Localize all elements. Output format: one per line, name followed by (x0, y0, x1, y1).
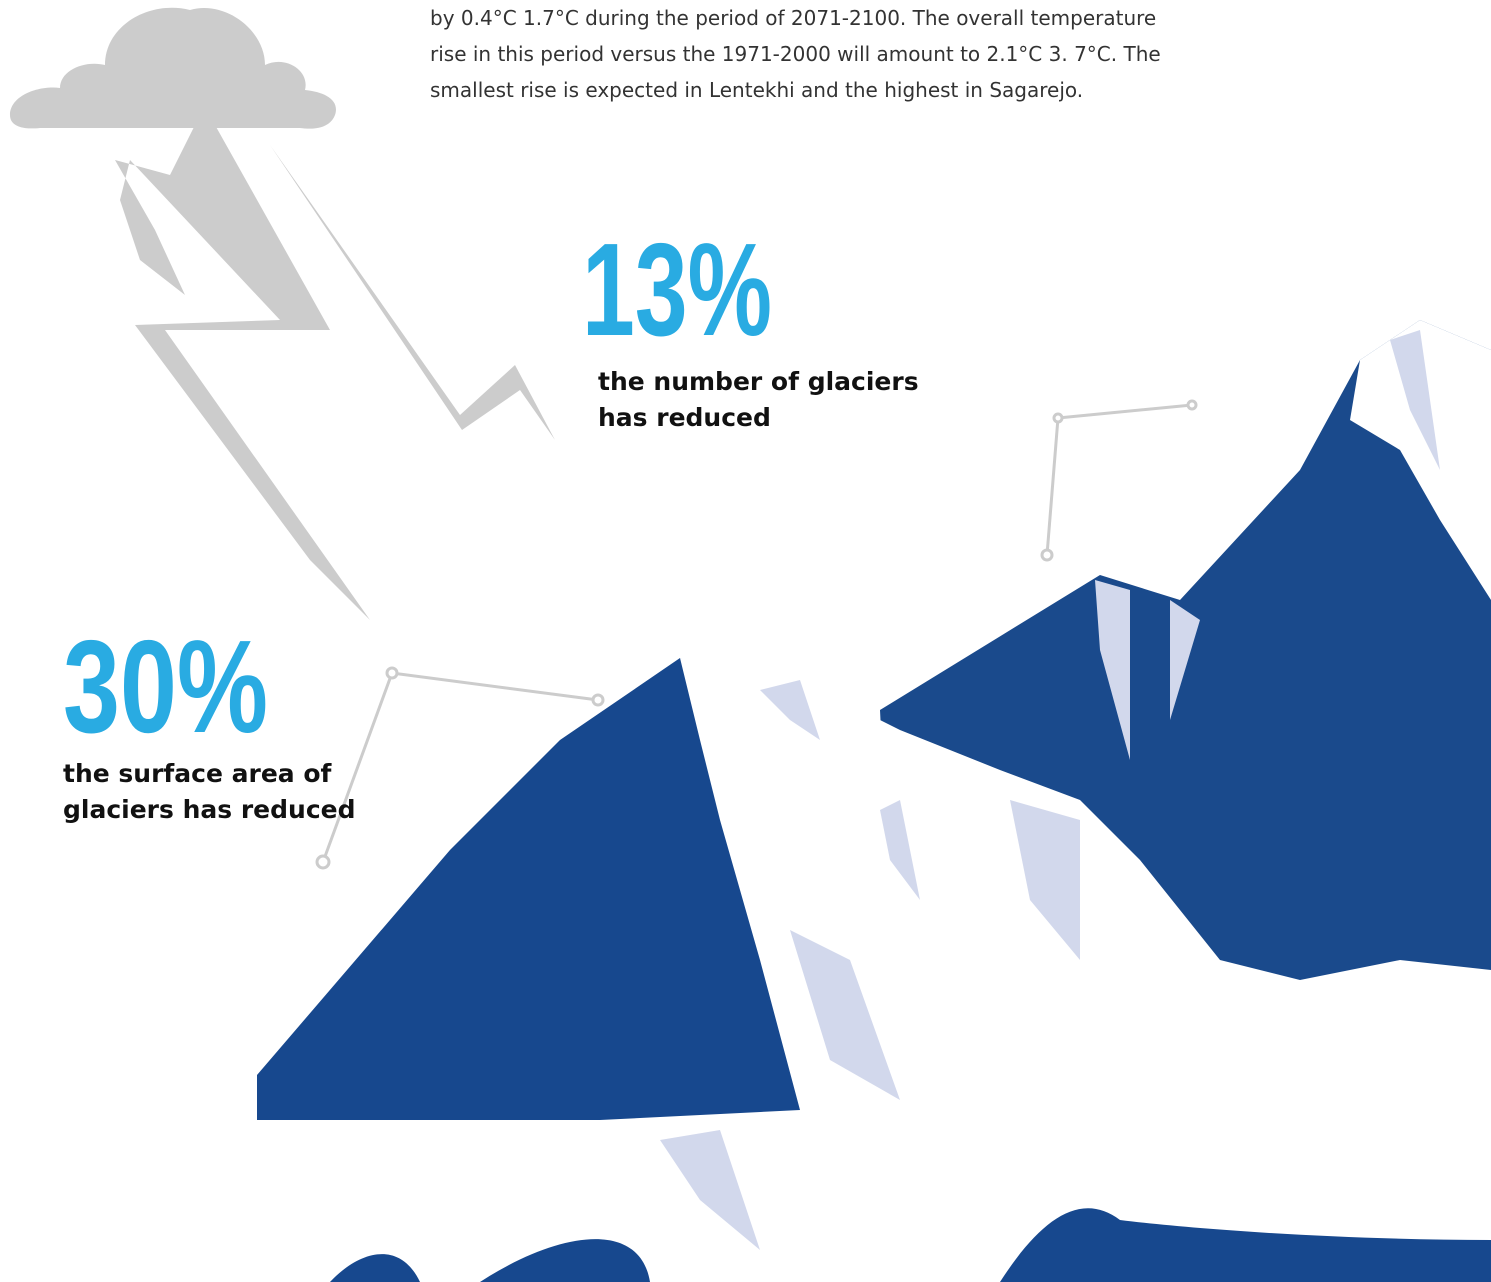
paragraph-line: smallest rise is expected in Lentekhi an… (430, 78, 1083, 102)
stat-value: 13% (582, 216, 772, 363)
stat-label: has reduced (598, 403, 771, 432)
snow-shadow (660, 680, 1080, 1250)
lightning-bolt (270, 145, 555, 440)
snow-shade (1095, 330, 1440, 760)
paragraph-line: rise in this period versus the 1971-2000… (430, 42, 1161, 66)
snow-right (1350, 320, 1491, 600)
mountain-bottom (330, 1208, 1491, 1282)
stat-label: the surface area of (63, 759, 333, 788)
stat-value: 30% (63, 613, 268, 760)
snow-main (600, 658, 1491, 1282)
cloud (10, 7, 336, 129)
stat-label: glaciers has reduced (63, 795, 356, 824)
paragraph-line: by 0.4°C 1.7°C during the period of 2071… (430, 6, 1156, 30)
lightning (115, 125, 370, 620)
connector (315, 399, 1198, 870)
stat-label: the number of glaciers (598, 367, 919, 396)
